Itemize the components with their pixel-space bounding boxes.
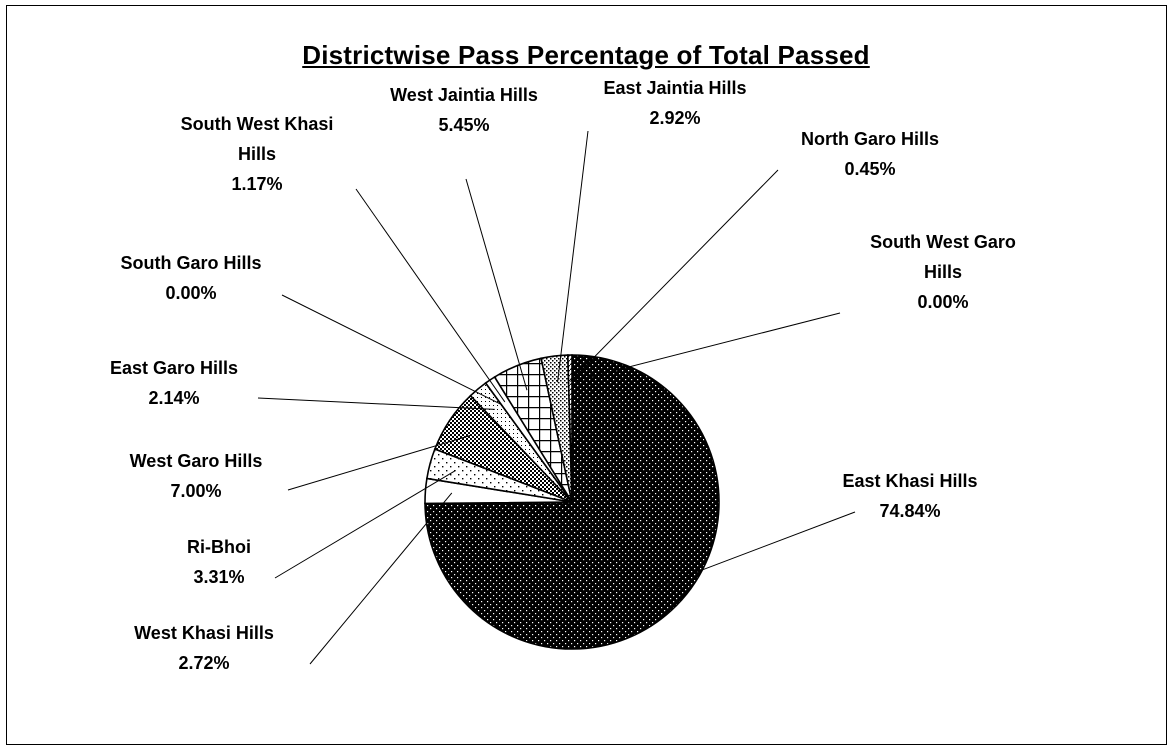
data-label-value: 3.31%: [193, 567, 245, 587]
data-label-east-jaintia-hills: East Jaintia Hills 2.92%: [603, 73, 746, 133]
leader-line: [281, 294, 502, 405]
data-label-name: East Jaintia Hills: [603, 78, 747, 98]
leader-line: [657, 511, 856, 588]
leader-line: [571, 312, 841, 382]
data-label-name: South West Khasi: [180, 114, 334, 134]
data-label-name: Hills: [923, 262, 962, 282]
data-label-west-khasi-hills: West Khasi Hills 2.72%: [134, 618, 274, 678]
data-label-name: Hills: [237, 144, 276, 164]
data-label-value: 74.84%: [879, 501, 941, 521]
data-label-value: 1.17%: [231, 174, 283, 194]
leader-line: [569, 169, 779, 382]
pie-chart: [257, 130, 856, 665]
data-label-name: East Garo Hills: [109, 358, 239, 378]
data-label-west-jaintia-hills: West Jaintia Hills 5.45%: [390, 80, 538, 140]
data-label-south-west-khasi-hills: South West Khasi Hills 1.17%: [181, 109, 334, 199]
data-label-name: Ri-Bhoi: [187, 537, 251, 557]
data-label-name: South West Garo: [870, 232, 1016, 252]
leader-line: [355, 188, 506, 403]
data-label-name: South Garo Hills: [120, 253, 262, 273]
chart-title: Districtwise Pass Percentage of Total Pa…: [302, 40, 870, 70]
data-label-north-garo-hills: North Garo Hills 0.45%: [801, 124, 939, 184]
data-label-value: 2.72%: [178, 653, 230, 673]
data-label-ri-bhoi: Ri-Bhoi 3.31%: [187, 532, 251, 592]
data-label-name: West Garo Hills: [129, 451, 263, 471]
data-label-value: 0.00%: [917, 292, 969, 312]
data-label-value: 2.14%: [148, 388, 200, 408]
data-label-name: West Khasi Hills: [134, 623, 274, 643]
data-label-west-garo-hills: West Garo Hills 7.00%: [130, 446, 263, 506]
data-label-south-west-garo-hills: South West Garo Hills 0.00%: [870, 227, 1016, 317]
leader-line: [465, 178, 528, 391]
leader-line: [274, 470, 456, 579]
data-label-value: 2.92%: [649, 108, 701, 128]
data-label-east-khasi-hills: East Khasi Hills 74.84%: [842, 466, 977, 526]
data-label-name: West Jaintia Hills: [390, 85, 538, 105]
leader-line: [557, 130, 589, 383]
data-label-value: 5.45%: [438, 115, 490, 135]
data-label-value: 0.00%: [165, 283, 217, 303]
data-label-east-garo-hills: East Garo Hills 2.14%: [110, 353, 238, 413]
data-label-value: 0.45%: [844, 159, 896, 179]
leader-line: [309, 492, 453, 665]
data-label-south-garo-hills: South Garo Hills 0.00%: [120, 248, 261, 308]
leader-line: [257, 397, 495, 410]
data-label-name: North Garo Hills: [800, 129, 940, 149]
leader-line: [287, 434, 472, 491]
data-label-name: East Khasi Hills: [842, 471, 978, 491]
data-label-value: 7.00%: [170, 481, 222, 501]
